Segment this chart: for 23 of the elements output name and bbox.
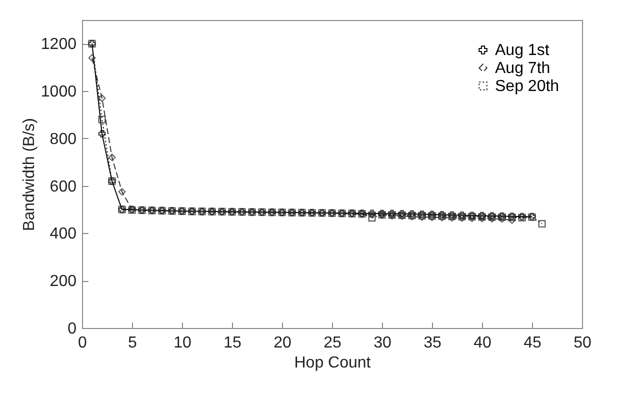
y-axis-title: Bandwidth (B/s): [20, 118, 38, 231]
x-tick-label: 15: [224, 334, 242, 352]
x-axis-title: Hop Count: [294, 354, 372, 372]
x-tick-label: 10: [174, 334, 192, 352]
x-tick-label: 35: [424, 334, 442, 352]
y-tick-label: 1000: [40, 84, 77, 101]
x-tick-label: 40: [474, 334, 492, 352]
legend-label: Aug 1st: [495, 42, 550, 59]
y-tick-label: 400: [50, 226, 77, 243]
y-tick-label: 600: [50, 178, 77, 196]
x-tick-label: 45: [524, 334, 542, 352]
y-tick-label: 0: [68, 320, 77, 338]
x-tick-label: 25: [324, 334, 342, 352]
x-tick-label: 30: [374, 334, 392, 352]
y-tick-label: 200: [50, 273, 77, 290]
x-tick-label: 20: [274, 334, 292, 352]
legend-label: Aug 7th: [495, 60, 550, 77]
x-tick-label: 50: [574, 334, 592, 352]
legend-label: Sep 20th: [495, 78, 560, 95]
y-tick-label: 1200: [40, 36, 77, 54]
x-tick-label: 0: [78, 334, 88, 352]
y-tick-label: 800: [50, 130, 77, 148]
x-tick-label: 5: [128, 334, 138, 352]
